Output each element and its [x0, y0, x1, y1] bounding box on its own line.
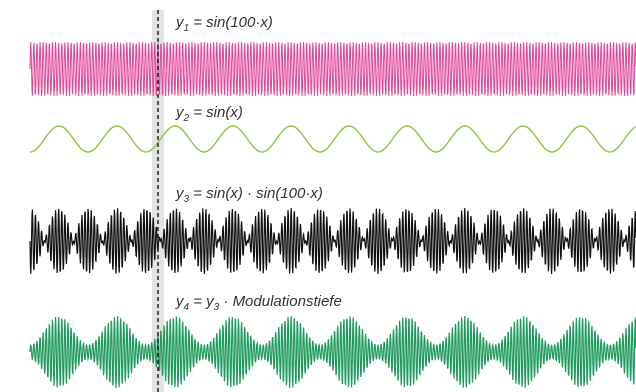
carrier-wave-y1 [29, 42, 636, 96]
label-y2: y2 = sin(x) [175, 104, 243, 124]
sine-wave-y2 [29, 125, 636, 153]
label-y4: y4 = y3 · Modulationstiefe [175, 293, 342, 313]
label-y3: y3 = sin(x) · sin(100·x) [175, 185, 323, 205]
modulated-wave-y4 [29, 316, 636, 388]
label-y1: y1 = sin(100·x) [175, 14, 273, 34]
product-wave-y3 [29, 208, 636, 274]
